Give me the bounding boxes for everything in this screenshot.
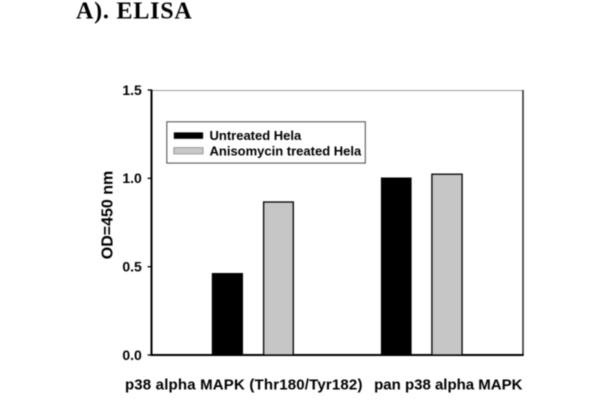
svg-text:OD=450 nm: OD=450 nm <box>100 171 117 259</box>
svg-text:Untreated Hela: Untreated Hela <box>210 128 303 143</box>
svg-text:p38 alpha MAPK (Thr180/Tyr182): p38 alpha MAPK (Thr180/Tyr182) <box>125 377 363 394</box>
svg-text:1.0: 1.0 <box>122 170 142 186</box>
svg-text:Anisomycin treated Hela: Anisomycin treated Hela <box>210 143 362 158</box>
svg-text:0.5: 0.5 <box>122 259 142 275</box>
svg-text:0.0: 0.0 <box>122 347 142 363</box>
svg-text:pan p38 alpha MAPK: pan p38 alpha MAPK <box>374 377 523 394</box>
svg-text:1.5: 1.5 <box>122 82 142 98</box>
svg-text:A). ELISA: A). ELISA <box>76 0 193 25</box>
